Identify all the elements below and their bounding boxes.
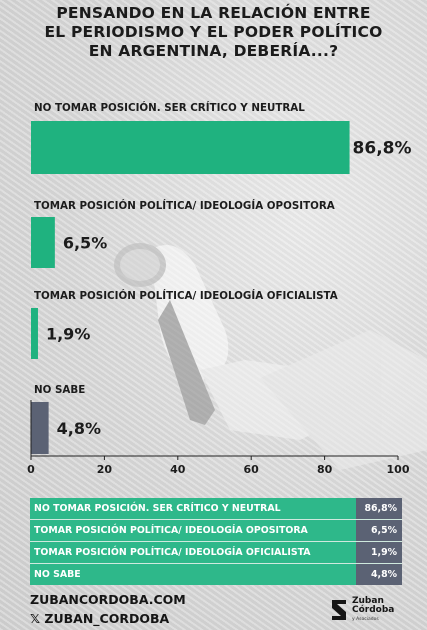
- table-row-value: 4,8%: [356, 563, 402, 585]
- logo-wordmark: Zuban Córdoba: [352, 597, 394, 615]
- table-row-label: NO TOMAR POSICIÓN. SER CRÍTICO Y NEUTRAL: [30, 498, 356, 520]
- table-row-value: 1,9%: [356, 541, 402, 564]
- x-tick-label: 60: [244, 463, 260, 476]
- value-label: 4,8%: [57, 419, 101, 438]
- chart-title-line-2: EL PERIODISMO Y EL PODER POLÍTICO: [44, 23, 383, 41]
- social-handle-link[interactable]: 𝕏 ZUBAN_CORDOBA: [30, 611, 170, 626]
- value-label: 86,8%: [353, 139, 412, 159]
- zuban-cordoba-mark-icon: [332, 600, 346, 620]
- logo-line-2: Córdoba: [352, 605, 395, 615]
- value-label: 6,5%: [63, 233, 107, 252]
- category-label: NO TOMAR POSICIÓN. SER CRÍTICO Y NEUTRAL: [34, 101, 305, 114]
- table-row-value: 6,5%: [356, 519, 402, 542]
- table-row-label: TOMAR POSICIÓN POLÍTICA/ IDEOLOGÍA OFICI…: [30, 541, 356, 564]
- category-label: TOMAR POSICIÓN POLÍTICA/ IDEOLOGÍA OFICI…: [34, 289, 338, 302]
- website-link[interactable]: ZUBANCORDOBA.COM: [30, 592, 186, 607]
- value-label: 1,9%: [46, 324, 90, 343]
- table-row: NO SABE 4,8%: [30, 563, 402, 585]
- table-row-label: NO SABE: [30, 563, 356, 585]
- category-label: NO SABE: [34, 384, 85, 396]
- logo-subtitle: y Asociados: [352, 617, 379, 622]
- bar: [31, 308, 38, 359]
- table-row: TOMAR POSICIÓN POLÍTICA/ IDEOLOGÍA OFICI…: [30, 541, 402, 564]
- category-label: TOMAR POSICIÓN POLÍTICA/ IDEOLOGÍA OPOSI…: [34, 199, 335, 212]
- logo-line-1: Zuban: [352, 596, 384, 606]
- bar: [31, 402, 49, 454]
- brand-logo: Zuban Córdoba y Asociados: [330, 596, 400, 626]
- bar: [31, 121, 350, 174]
- table-row-value: 86,8%: [356, 498, 402, 520]
- table-row: TOMAR POSICIÓN POLÍTICA/ IDEOLOGÍA OPOSI…: [30, 519, 402, 542]
- table-row: NO TOMAR POSICIÓN. SER CRÍTICO Y NEUTRAL…: [30, 498, 402, 520]
- x-tick-label: 20: [97, 463, 113, 476]
- table-row-label: TOMAR POSICIÓN POLÍTICA/ IDEOLOGÍA OPOSI…: [30, 519, 356, 542]
- x-tick-label: 40: [170, 463, 186, 476]
- bar-chart: NO TOMAR POSICIÓN. SER CRÍTICO Y NEUTRAL…: [27, 101, 412, 476]
- bar: [31, 217, 55, 268]
- chart-title-line-3: EN ARGENTINA, DEBERÍA...?: [88, 42, 339, 60]
- x-tick-label: 80: [317, 463, 333, 476]
- x-tick-label: 100: [387, 463, 410, 476]
- chart-title-line-1: PENSANDO EN LA RELACIÓN ENTRE: [56, 4, 371, 22]
- summary-table: NO TOMAR POSICIÓN. SER CRÍTICO Y NEUTRAL…: [30, 498, 402, 585]
- x-tick-label: 0: [27, 463, 35, 476]
- chart-title: PENSANDO EN LA RELACIÓN ENTRE EL PERIODI…: [0, 4, 427, 61]
